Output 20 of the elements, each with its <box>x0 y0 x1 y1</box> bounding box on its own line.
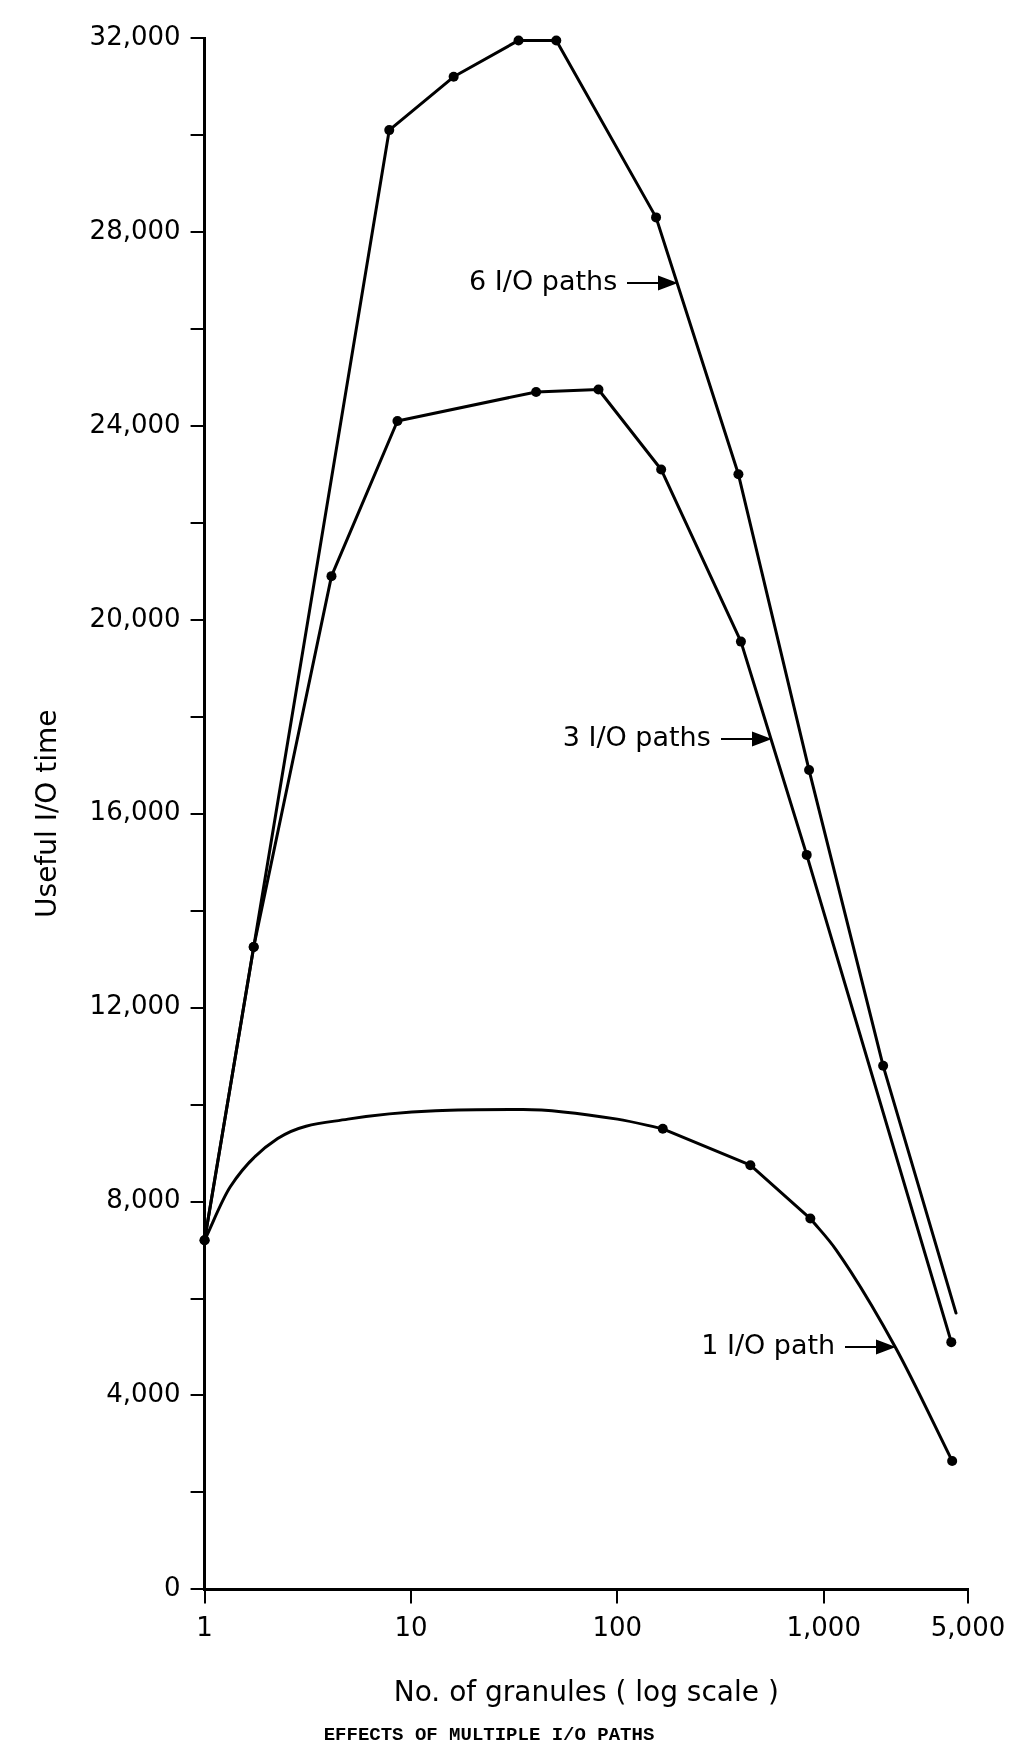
x-axis-title: No. of granules ( log scale ) <box>393 1674 779 1708</box>
x-tick-label: 5,000 <box>930 1611 1006 1642</box>
x-tick-label: 1,000 <box>786 1611 861 1642</box>
x-tick-label: 1 <box>196 1611 213 1642</box>
y-tick-label: 32,000 <box>89 20 181 51</box>
text: EFFECTS OF MULTIPLE I/O PATHS <box>323 1724 655 1747</box>
y-tick-label: 0 <box>164 1572 181 1603</box>
x-tick-label: 100 <box>592 1611 643 1642</box>
y-tick-label: 16,000 <box>89 796 181 827</box>
x-tick-label: 10 <box>394 1611 428 1642</box>
y-tick-label: 24,000 <box>89 408 181 439</box>
annotation: 6 I/O paths <box>469 264 618 296</box>
y-tick-label: 28,000 <box>89 214 181 245</box>
y-tick-label: 12,000 <box>89 990 181 1021</box>
y-tick-label: 20,000 <box>89 602 181 633</box>
annotation: 1 I/O path <box>701 1329 836 1361</box>
y-axis-title: Useful I/O time <box>30 709 64 918</box>
annotation: 3 I/O paths <box>562 720 711 752</box>
y-tick-label: 8,000 <box>106 1184 181 1215</box>
y-tick-label: 4,000 <box>106 1378 181 1409</box>
